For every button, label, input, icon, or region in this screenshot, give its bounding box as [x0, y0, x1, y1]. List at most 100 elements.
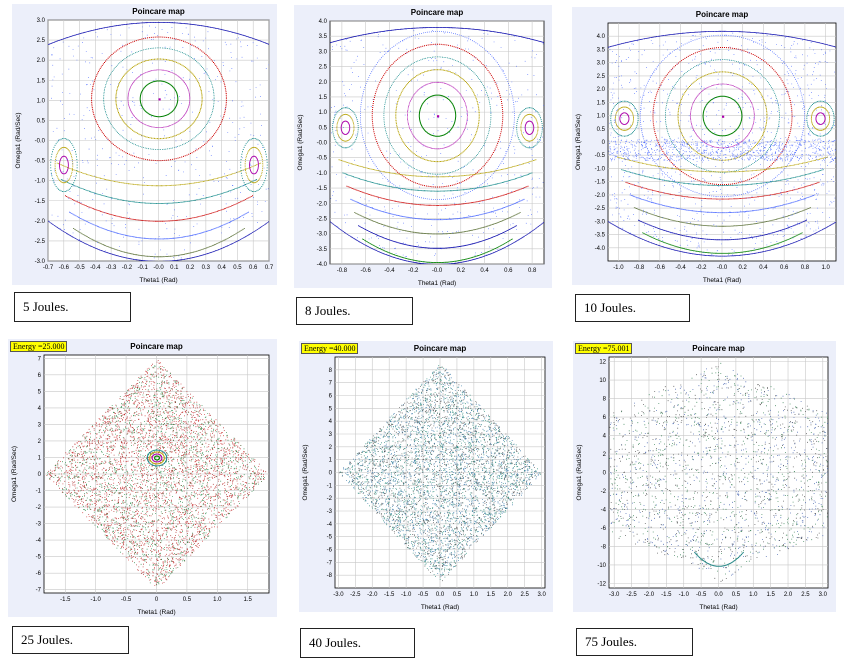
x-tick-label: -0.0 — [432, 268, 443, 274]
y-tick-label: 0 — [38, 472, 42, 478]
x-tick-label: -2.0 — [644, 592, 655, 598]
chart-title: Poincare map — [692, 344, 745, 353]
y-tick-label: 1.0 — [597, 114, 606, 120]
y-tick-label: 2.5 — [37, 38, 46, 44]
energy-badge-75: Energy =75.001 — [575, 343, 633, 354]
caption-40-joules: 40 Joules. — [300, 628, 415, 658]
data-points — [48, 22, 269, 261]
data-points — [338, 365, 541, 582]
poincare-chart-8-joules: Poincare map -0.8 -0.6 -0.4 -0.2 -0.0 0.2 0.4 0.… — [297, 8, 545, 287]
y-tick-label: -2.5 — [595, 206, 606, 212]
y-tick-label: 2.0 — [597, 87, 606, 93]
x-tick-label: -0.2 — [122, 265, 133, 271]
caption-10-joules: 10 Joules. — [575, 294, 690, 322]
y-tick-label: 3.0 — [37, 18, 46, 24]
x-tick-label: 0.7 — [265, 265, 274, 271]
x-tick-label: 2.0 — [504, 592, 513, 598]
energy-badge-25: Energy =25.000 — [10, 341, 68, 352]
y-axis-label: Omega1 (Rad/Sec) — [297, 115, 304, 171]
x-tick-label: 0.2 — [186, 265, 195, 271]
y-tick-label: -4 — [327, 522, 333, 528]
lower-band — [342, 172, 533, 192]
lower-band — [362, 238, 513, 263]
y-tick-label: -8 — [601, 544, 607, 550]
y-tick-label: 3.5 — [319, 34, 328, 40]
x-tick-label: -0.5 — [696, 592, 707, 598]
lower-band — [354, 212, 521, 235]
x-tick-label: 2.5 — [801, 592, 810, 598]
y-tick-label: -2 — [601, 489, 607, 495]
energy-badge-40: Energy =40.000 — [301, 343, 359, 354]
lower-band — [73, 228, 245, 258]
x-tick-label: 1.0 — [213, 597, 222, 603]
x-tick-label: -1.0 — [613, 265, 624, 271]
x-tick-label: 0.3 — [202, 265, 211, 271]
chart-title: Poincare map — [132, 7, 185, 16]
lower-band — [629, 194, 816, 214]
x-tick-label: -1.0 — [401, 592, 412, 598]
y-tick-label: -6 — [601, 526, 607, 532]
y-tick-label: -4 — [36, 538, 42, 544]
lower-band — [358, 225, 517, 249]
y-tick-label: -1.5 — [35, 199, 46, 205]
lower-band — [338, 159, 537, 178]
x-tick-label: 0.5 — [233, 265, 242, 271]
y-tick-label: -1.0 — [595, 166, 606, 172]
y-tick-label: 2.5 — [597, 74, 606, 80]
x-tick-label: -1.5 — [384, 592, 395, 598]
chaotic-points — [48, 360, 267, 583]
chart-panel-40-joules: Poincare map -3.0 -2.5 -2.0 -1.5 -1.0 -0.5 0.0 0… — [299, 341, 553, 612]
y-tick-label: 3.5 — [597, 47, 606, 53]
chart-panel-10-joules: Poincare map -1.0 -0.8 -0.6 -0.4 -0.2 -0.0 0.2 0… — [572, 7, 844, 285]
x-tick-label: -0.0 — [717, 265, 728, 271]
y-tick-label: 3.0 — [319, 49, 328, 55]
y-tick-label: 1.5 — [597, 100, 606, 106]
x-tick-label: -0.4 — [90, 265, 101, 271]
chart-panel-75-joules: Poincare map -3.0 -2.5 -2.0 -1.5 -1.0 -0.5 0.0 0… — [573, 341, 836, 612]
y-tick-label: -4.0 — [595, 246, 606, 252]
outer-boundary-bottom — [608, 221, 836, 257]
y-tick-label: 8 — [603, 397, 607, 403]
y-tick-label: -4 — [601, 507, 607, 513]
x-tick-label: -0.3 — [106, 265, 117, 271]
x-tick-label: 0.5 — [183, 597, 192, 603]
y-tick-label: -0.0 — [35, 139, 46, 145]
y-tick-label: -3.0 — [317, 232, 328, 238]
x-tick-label: -0.8 — [634, 265, 645, 271]
poincare-chart-5-joules: Poincare map -0.7 -0.6 -0.5 -0.4 -0.3 -0.2 -0.1… — [15, 7, 274, 284]
y-tick-label: 3 — [329, 432, 333, 438]
y-tick-label: 6 — [603, 415, 607, 421]
x-tick-label: 0.4 — [759, 265, 768, 271]
x-tick-label: -3.0 — [609, 592, 620, 598]
x-tick-label: 0.0 — [436, 592, 445, 598]
x-tick-label: 0.0 — [714, 592, 723, 598]
y-tick-label: -3.0 — [35, 259, 46, 265]
lower-band — [642, 232, 803, 254]
outer-boundary-top — [608, 30, 836, 48]
y-tick-label: -2.0 — [35, 219, 46, 225]
x-tick-label: 2.5 — [521, 592, 530, 598]
y-tick-label: -0.5 — [35, 159, 46, 165]
y-tick-label: -5 — [327, 535, 333, 541]
x-tick-label: -0.2 — [696, 265, 707, 271]
x-tick-label: -0.5 — [418, 592, 429, 598]
chart-panel-5-joules: Poincare map -0.7 -0.6 -0.5 -0.4 -0.3 -0.2 -0.1… — [12, 4, 277, 285]
x-tick-label: -0.7 — [43, 265, 54, 271]
poincare-chart-40-joules: Poincare map -3.0 -2.5 -2.0 -1.5 -1.0 -0.5 0.0 0… — [302, 344, 546, 611]
lower-band — [638, 219, 807, 241]
x-tick-label: 0.5 — [732, 592, 741, 598]
x-tick-label: 0.8 — [801, 265, 810, 271]
y-tick-label: -2 — [327, 496, 333, 502]
y-tick-label: 1.0 — [37, 98, 46, 104]
central-island — [154, 455, 160, 461]
lower-band — [69, 211, 249, 240]
center-point — [722, 115, 725, 118]
y-tick-label: -4.0 — [317, 262, 328, 268]
x-tick-label: 1.5 — [766, 592, 775, 598]
x-axis-label: Theta1 (Rad) — [703, 277, 741, 284]
x-tick-label: -0.6 — [360, 268, 371, 274]
x-tick-label: 3.0 — [537, 592, 546, 598]
y-tick-label: -1.0 — [317, 171, 328, 177]
y-tick-label: 10 — [599, 378, 606, 384]
y-tick-label: 1 — [329, 458, 333, 464]
